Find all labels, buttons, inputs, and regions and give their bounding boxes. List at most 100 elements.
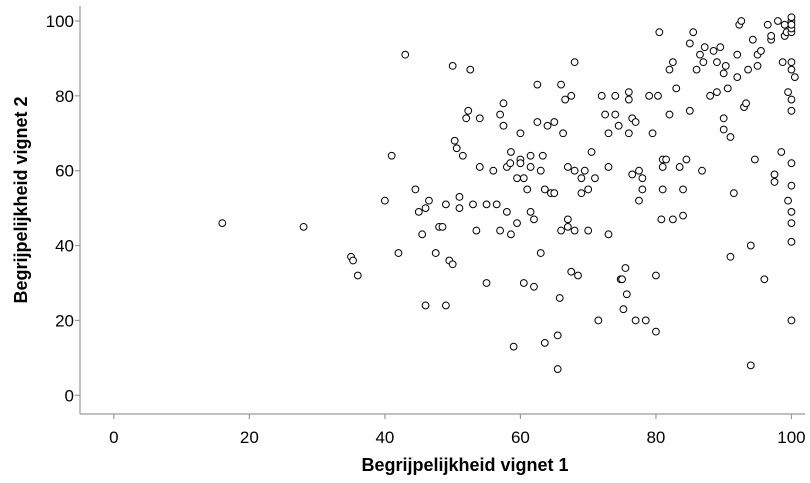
scatter-point — [787, 207, 796, 216]
scatter-point — [387, 151, 396, 160]
scatter-point — [507, 148, 515, 156]
scatter-point — [773, 17, 782, 25]
scatter-point — [513, 174, 521, 183]
scatter-point — [519, 279, 528, 287]
scatter-point — [757, 47, 765, 55]
scatter-point — [787, 13, 796, 22]
scatter-point — [729, 189, 738, 198]
scatter-point — [218, 219, 227, 228]
plot-area: 0 20 40 60 80 100 0 20 40 60 80 100 — [46, 6, 806, 447]
scatter-point — [787, 316, 796, 325]
scatter-point — [499, 99, 508, 108]
scatter-point — [555, 294, 564, 302]
scatter-point — [563, 215, 572, 224]
scatter-point — [790, 73, 799, 82]
scatter-point — [509, 342, 518, 351]
scatter-point — [464, 106, 473, 115]
scatter-point — [418, 230, 427, 239]
scatter-point — [787, 181, 796, 190]
scatter-point — [455, 204, 464, 213]
scatter-point — [662, 155, 670, 164]
scatter-point — [760, 275, 769, 284]
scatter-point — [641, 316, 650, 325]
scatter-point — [523, 185, 532, 194]
scatter-point — [570, 226, 579, 235]
scatter-point — [441, 301, 450, 310]
scatter-point — [614, 121, 623, 130]
scatter-point — [553, 365, 562, 373]
scatter-point — [719, 114, 728, 123]
scatter-point — [506, 159, 515, 168]
scatter-point — [719, 69, 728, 78]
scatter-point — [584, 226, 593, 235]
y-tick-label: 60 — [55, 162, 74, 181]
scatter-point — [438, 222, 447, 231]
scatter-point — [580, 166, 589, 175]
scatter-point — [516, 129, 525, 138]
scatter-point — [675, 163, 684, 171]
y-tick-label: 40 — [55, 237, 74, 256]
scatter-point — [530, 215, 538, 224]
scatter-point — [538, 151, 547, 160]
scatter-point — [624, 95, 633, 104]
x-tick-label: 60 — [511, 428, 530, 447]
scatter-point — [746, 361, 755, 370]
scatter-point — [682, 155, 691, 164]
scatter-point — [550, 189, 559, 198]
scatter-point — [726, 133, 735, 141]
scatter-point — [604, 129, 613, 138]
scatter-point — [472, 226, 481, 235]
scatter-point — [611, 110, 620, 119]
scatter-point — [450, 136, 459, 145]
scatter-point — [570, 166, 579, 175]
scatter-point — [469, 200, 477, 209]
scatter-point — [624, 129, 633, 138]
scatter-point — [425, 196, 433, 205]
scatter-point — [526, 151, 535, 160]
scatter-point — [492, 200, 501, 209]
scatter-point — [685, 39, 694, 48]
scatter-point — [597, 91, 606, 100]
scatter-point — [475, 163, 484, 171]
scatter-point — [619, 305, 628, 314]
scatter-point — [658, 163, 667, 171]
scatter-point — [787, 20, 796, 29]
scatter-point — [692, 65, 701, 74]
scatter-point — [742, 99, 750, 108]
y-tick-label: 100 — [46, 12, 74, 31]
scatter-point — [519, 174, 528, 183]
scatter-point — [665, 65, 674, 74]
scatter-point — [631, 316, 640, 325]
scatter-point — [624, 88, 633, 96]
scatter-point — [719, 125, 728, 134]
scatter-point — [394, 249, 403, 257]
scatter-point — [561, 95, 570, 104]
scatter-point — [567, 267, 576, 276]
scatter-point — [777, 148, 786, 156]
scatter-point — [699, 58, 708, 67]
scatter-point — [482, 279, 491, 287]
scatter-point — [349, 256, 357, 265]
scatter-point — [577, 189, 586, 198]
scatter-point — [601, 110, 610, 119]
scatter-point — [716, 43, 725, 52]
scatter-point — [577, 174, 586, 183]
scatter-point — [685, 106, 694, 115]
scatter-point — [767, 32, 776, 40]
scatter-point — [448, 260, 457, 269]
scatter-point — [526, 163, 535, 171]
scatter-point — [533, 80, 542, 89]
scatter-point — [733, 50, 742, 59]
scatter-point — [567, 91, 576, 100]
scatter-point — [475, 114, 484, 123]
scatter-point — [526, 207, 535, 216]
scatter-point — [455, 192, 464, 201]
scatter-point — [628, 170, 637, 179]
scatter-point — [536, 166, 545, 175]
scatter-point — [645, 91, 654, 100]
scatter-point — [604, 230, 613, 239]
scatter-point — [618, 275, 626, 284]
scatter-point — [507, 230, 515, 239]
scatter-point — [652, 271, 660, 280]
